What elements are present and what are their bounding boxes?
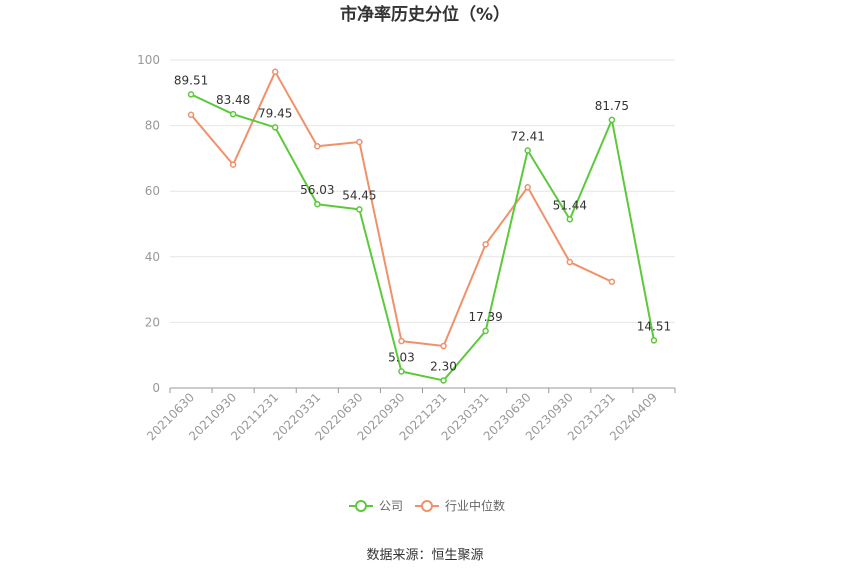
y-tick-label: 100	[137, 53, 160, 67]
data-point	[314, 200, 321, 208]
data-label: 72.41	[511, 129, 545, 143]
source-note: 数据来源：恒生聚源	[366, 548, 483, 563]
data-point	[608, 278, 616, 285]
data-point	[229, 110, 237, 118]
legend-label: 行业中位数	[445, 498, 505, 513]
data-point	[229, 161, 237, 168]
legend-swatch-marker	[355, 500, 367, 512]
legend-item-0[interactable]: 公司	[349, 499, 403, 513]
series-area	[187, 68, 658, 384]
data-labels: 89.51 83.48 79.45 56.03 54.45 5.03 2.30 17.39 72…	[174, 73, 671, 373]
data-label: 54.45	[342, 188, 376, 202]
y-tick-label: 80	[145, 119, 160, 133]
data-label: 5.03	[388, 351, 415, 365]
data-point	[356, 206, 363, 213]
data-point	[187, 111, 195, 119]
series-1	[187, 68, 616, 350]
data-label: 79.45	[258, 106, 292, 120]
legend-label: 公司	[379, 499, 403, 513]
data-point	[482, 327, 489, 335]
data-point	[271, 124, 279, 131]
data-point	[566, 258, 574, 266]
legend-swatch-marker	[421, 500, 433, 512]
data-point	[566, 216, 574, 223]
data-point	[524, 184, 531, 191]
grid	[170, 59, 675, 323]
data-point	[356, 138, 363, 146]
data-point	[650, 337, 658, 344]
data-point	[482, 241, 489, 248]
series-line	[190, 70, 613, 348]
data-point	[608, 116, 616, 124]
legend[interactable]: 公司 行业中位数	[349, 498, 505, 513]
data-point	[524, 147, 531, 154]
data-label: 83.48	[216, 93, 250, 107]
series-0	[187, 91, 658, 384]
data-label: 89.51	[174, 73, 208, 87]
data-point	[271, 68, 279, 76]
y-tick-label: 0	[152, 381, 160, 395]
data-point	[398, 337, 405, 345]
data-point	[187, 91, 195, 98]
data-label: 2.30	[430, 359, 457, 373]
y-tick-label: 40	[145, 250, 160, 264]
legend-item-1[interactable]: 行业中位数	[415, 498, 505, 513]
data-label: 81.75	[595, 99, 629, 113]
y-tick-label: 20	[145, 315, 160, 329]
data-point	[314, 143, 321, 150]
data-point	[440, 377, 447, 384]
series-line	[190, 93, 655, 382]
chart-title: 市净率历史分位（%）	[340, 4, 510, 25]
data-label: 14.51	[637, 319, 671, 333]
data-label: 51.44	[553, 198, 587, 212]
data-point	[440, 342, 447, 350]
y-tick-label: 60	[145, 184, 160, 198]
data-point	[398, 368, 405, 375]
data-label: 56.03	[300, 183, 334, 197]
data-label: 17.39	[468, 310, 502, 324]
